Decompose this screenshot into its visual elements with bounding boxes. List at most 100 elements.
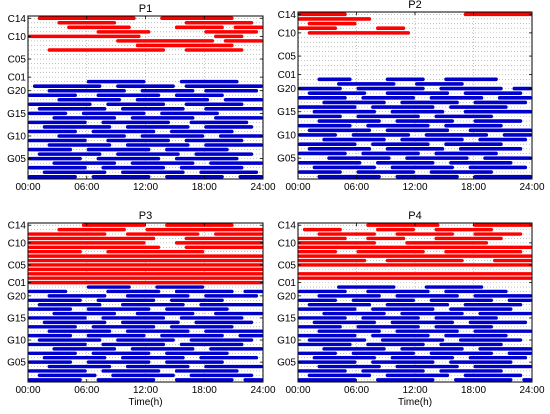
bar-g03-2 [101, 369, 161, 373]
y-tick-label: C14 [278, 10, 297, 21]
bar-g15-3 [179, 316, 244, 320]
bar-g03-1 [28, 369, 87, 373]
bar-g01-1 [317, 174, 381, 179]
bar-g21-2 [106, 289, 161, 294]
bar-g13-1 [28, 120, 87, 125]
y-tick-label: C10 [278, 238, 297, 249]
bar-g10-3 [424, 133, 489, 137]
bar-g19-2 [96, 93, 161, 98]
x-tick-label: 24:00 [519, 385, 544, 396]
bar-g19-3 [429, 298, 493, 303]
bar-c14-1 [298, 12, 347, 17]
bar-g19-1 [28, 298, 82, 303]
bar-g17-1 [28, 307, 73, 311]
bar-g12-2 [125, 125, 190, 129]
y-tick-label: G15 [277, 313, 296, 324]
bar-g03-2 [390, 165, 454, 170]
bar-g10-3 [189, 338, 254, 342]
bar-g10-1 [298, 133, 337, 137]
bar-g13-3 [473, 119, 523, 123]
bar-g05-3 [174, 156, 239, 161]
bar-g14-1 [312, 320, 376, 325]
bar-g11-2 [385, 128, 450, 133]
bar-c11-1 [298, 236, 347, 241]
y-tick-label: G10 [277, 336, 296, 347]
bar-g06-1 [42, 355, 107, 360]
bar-g22-1 [86, 285, 131, 289]
bar-c11-2 [376, 26, 406, 31]
bar-g07-2 [385, 147, 445, 151]
bar-g19-3 [463, 91, 523, 95]
bar-c09-1 [28, 245, 161, 250]
bar-g17-2 [371, 307, 435, 311]
bar-g16-1 [322, 311, 386, 316]
bar-g18-2 [121, 302, 185, 307]
bar-g20-3 [473, 294, 532, 298]
bar-g04-1 [317, 364, 381, 369]
bar-g08-2 [130, 347, 195, 351]
bar-g05-1 [298, 360, 357, 364]
bar-c13-2 [145, 227, 263, 232]
bar-g21-4 [243, 289, 263, 294]
bar-g22-2 [155, 285, 205, 289]
bar-g12-1 [47, 329, 112, 333]
bar-g01-2 [395, 174, 459, 179]
bar-g10-1 [307, 338, 367, 342]
bar-g12-3 [204, 329, 263, 333]
bar-g05-2 [86, 360, 151, 364]
bar-g15-1 [312, 109, 376, 114]
x-tick-label: 18:00 [192, 182, 217, 193]
bar-g21-3 [444, 289, 508, 294]
y-tick-label: G20 [277, 291, 296, 302]
bar-g17-3 [473, 100, 528, 105]
bar-g19-3 [174, 93, 224, 98]
bar-g07-1 [28, 351, 77, 356]
bar-c12-1 [307, 21, 357, 26]
bar-g15-2 [361, 316, 420, 320]
y-tick-label: C14 [8, 221, 27, 232]
bar-c03-1 [28, 272, 263, 276]
bar-g20-4 [512, 86, 532, 91]
x-tick-label: 24:00 [250, 385, 275, 396]
bar-g19-4 [507, 298, 532, 303]
bar-c12-1 [28, 232, 107, 236]
bar-g05-1 [327, 156, 391, 160]
y-tick-label: G10 [277, 130, 296, 141]
bar-c14-2 [473, 223, 532, 227]
bar-g13-2 [91, 325, 156, 329]
bar-c13-2 [184, 21, 254, 25]
bar-g02-3 [429, 170, 493, 174]
bar-c12-3 [473, 232, 523, 236]
bar-g19-2 [385, 91, 450, 95]
bar-g09-2 [101, 342, 166, 347]
bar-g07-1 [28, 147, 73, 152]
bar-g16-1 [37, 107, 107, 111]
bar-g12-3 [473, 329, 532, 333]
bar-g04-3 [209, 161, 263, 165]
bar-g15-3 [463, 109, 532, 114]
bar-g21-1 [32, 84, 102, 88]
bar-g08-1 [298, 142, 357, 147]
bar-g11-3 [468, 128, 532, 133]
bar-g02-2 [111, 373, 175, 378]
bar-g11-4 [238, 333, 263, 338]
x-tick-label: 18:00 [192, 385, 217, 396]
y-tick-label: G10 [7, 131, 26, 142]
bar-g03-2 [101, 165, 166, 170]
bar-g11-2 [86, 333, 146, 338]
bar-g07-3 [165, 147, 229, 152]
bar-g02-1 [37, 373, 97, 378]
x-axis-label: Time(h) [398, 397, 432, 408]
bar-g04-2 [130, 161, 195, 165]
bar-g20-3 [439, 86, 503, 91]
bar-g07-2 [86, 147, 151, 152]
bar-g09-1 [28, 138, 87, 143]
bar-g03-3 [468, 165, 528, 170]
bar-c10-1 [298, 241, 376, 245]
x-tick-label: 00:00 [285, 385, 310, 396]
bar-c13-1 [57, 21, 117, 25]
bar-g11-2 [371, 333, 430, 338]
y-tick-label: C14 [8, 14, 27, 25]
bar-g11-1 [307, 128, 372, 133]
bar-g22-1 [86, 79, 146, 84]
